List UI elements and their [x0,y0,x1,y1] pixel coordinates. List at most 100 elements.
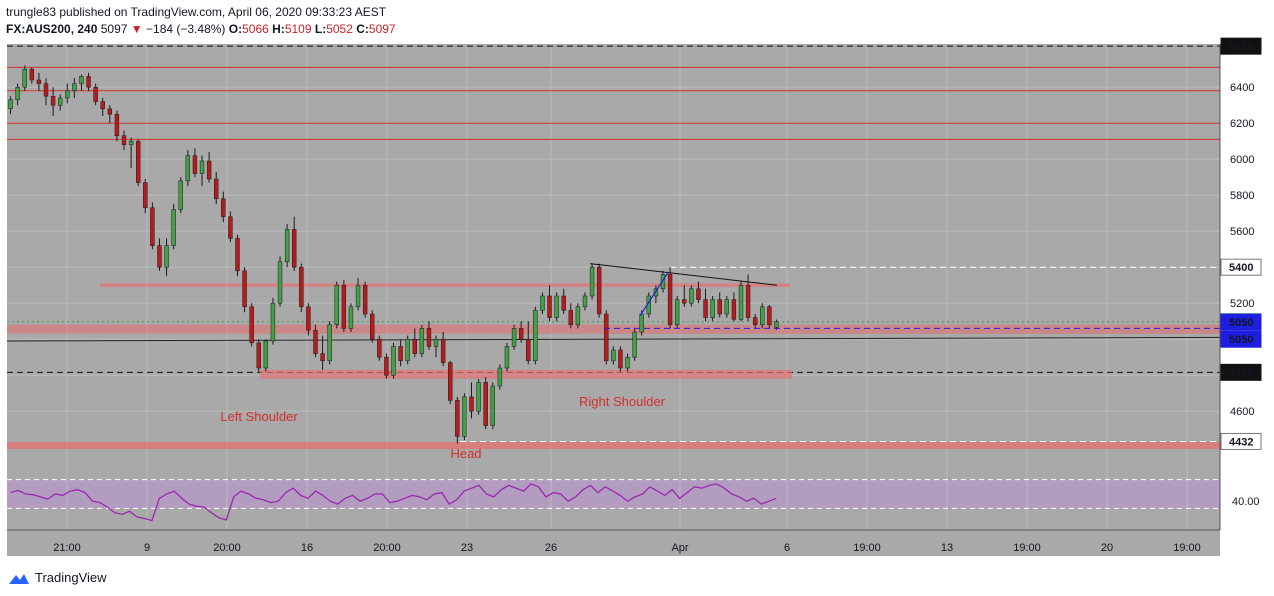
candle [462,396,467,437]
neckline-zone [100,283,790,287]
price-tag-label: 5400 [1229,262,1253,274]
high-value: 5109 [284,22,312,36]
candle [455,400,460,437]
candle [256,342,261,369]
candle [469,396,474,412]
candle [15,86,20,101]
tradingview-logo-icon [9,573,29,584]
candle [717,299,722,315]
candle [724,299,730,315]
shoulder-zone [260,369,792,379]
candle [767,306,772,326]
candle [497,367,503,387]
time-tick-label: 19:00 [1013,542,1041,554]
price-tag [1220,37,1262,55]
candle [412,338,417,354]
candle [79,76,84,84]
candle [760,306,765,326]
candle [292,229,297,268]
candle [696,288,701,300]
rsi-band [7,479,1220,509]
candle [398,346,403,362]
candle [752,317,758,326]
candle [526,338,531,362]
candle [263,340,269,369]
price-tick-label: 6400 [1230,82,1254,94]
candle [710,299,715,318]
candle [745,284,751,318]
price-tick-label: 6000 [1230,154,1254,166]
candle [561,295,566,311]
candle [72,83,77,92]
candle [738,284,744,320]
candle [476,382,481,412]
candle [504,346,510,369]
publisher-text: trungle83 published on TradingView.com, … [6,5,387,19]
candle [157,245,162,268]
close-value: 5097 [368,22,396,36]
candle [703,299,708,318]
time-tick-label: 19:00 [853,542,881,554]
candle [667,274,673,326]
candle [341,284,347,329]
candle [43,83,49,97]
high-label: H: [272,22,285,36]
candle [320,353,325,362]
descending-trendline [589,263,778,286]
candle [164,245,169,268]
open-value: 5066 [242,22,269,36]
candle [653,288,659,297]
time-tick-label: 19:00 [1173,542,1201,554]
candle [533,310,538,362]
time-tick-label: 13 [941,542,953,554]
candle [440,338,446,363]
candle [150,207,155,246]
candle [284,229,290,263]
candle [135,140,141,183]
candle [199,160,205,174]
time-tick-label: 6 [784,542,790,554]
candle [277,261,283,304]
time-tick-label: 20:00 [213,542,241,554]
candle [384,356,389,376]
candle [625,356,630,369]
candle [377,338,382,358]
candle [57,97,63,106]
candle [178,180,183,210]
candle [306,306,311,331]
last-price: 5097 [100,22,128,36]
annotation-left-shoulder: Left Shoulder [220,409,298,424]
price-tag [1220,258,1262,276]
candle [433,338,439,347]
candle [86,76,91,88]
candle [242,270,247,308]
price-tag [1220,432,1262,450]
annotation-head: Head [450,446,481,461]
time-tick-label: 26 [545,542,557,554]
candle [228,216,233,239]
time-tick-label: 16 [301,542,313,554]
candle [235,238,240,272]
candle [731,299,737,320]
candle [682,299,687,304]
time-tick-label: 9 [144,542,150,554]
price-tick-label: 4600 [1230,406,1254,418]
candle [511,328,517,347]
time-tick-label: Apr [671,542,688,554]
candle [689,288,694,304]
candle [355,284,361,308]
time-tick-label: 20 [1101,542,1113,554]
tradingview-footer[interactable]: TradingView [8,570,107,585]
candle [50,95,56,106]
candle [93,86,98,102]
candle [206,160,212,180]
price-pane [7,44,1220,458]
candle [419,328,425,354]
price-axis [1220,44,1274,530]
price-tag-label: 6628 [1229,41,1253,53]
price-tick-label: 5800 [1230,190,1254,202]
candle [192,155,198,174]
annotation-right-shoulder: Right Shoulder [579,394,666,409]
candle [299,266,304,308]
